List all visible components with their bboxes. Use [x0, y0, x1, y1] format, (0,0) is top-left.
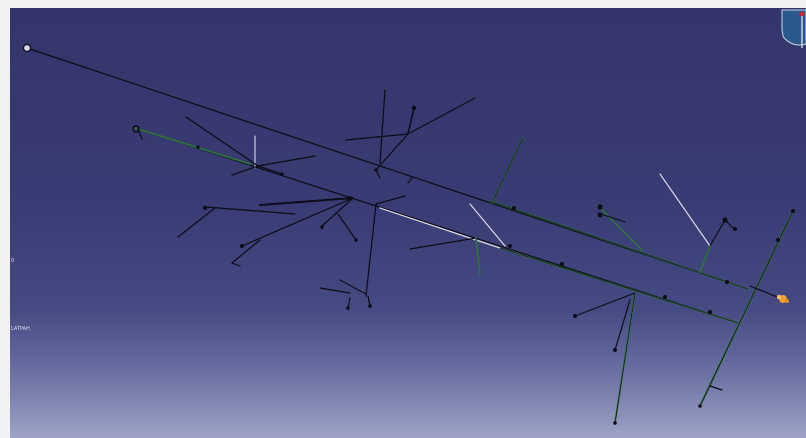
upper-branches[interactable] — [254, 89, 476, 184]
side-label-top: 0 — [11, 258, 15, 264]
connector-icon — [22, 43, 32, 53]
middle-branches[interactable] — [319, 137, 524, 309]
compass-icon[interactable] — [780, 8, 806, 48]
3d-viewport[interactable]: 0 LATPAH — [10, 8, 806, 438]
left-branches[interactable] — [137, 116, 357, 267]
wire-harness-model[interactable] — [10, 8, 806, 438]
right-branches[interactable] — [574, 173, 794, 424]
connector-icon — [132, 125, 140, 133]
main-trunk[interactable] — [26, 47, 749, 324]
connector-nodes[interactable] — [22, 43, 796, 425]
highlight-node-icon[interactable] — [776, 294, 789, 303]
side-label-bottom: LATPAH — [11, 326, 30, 332]
